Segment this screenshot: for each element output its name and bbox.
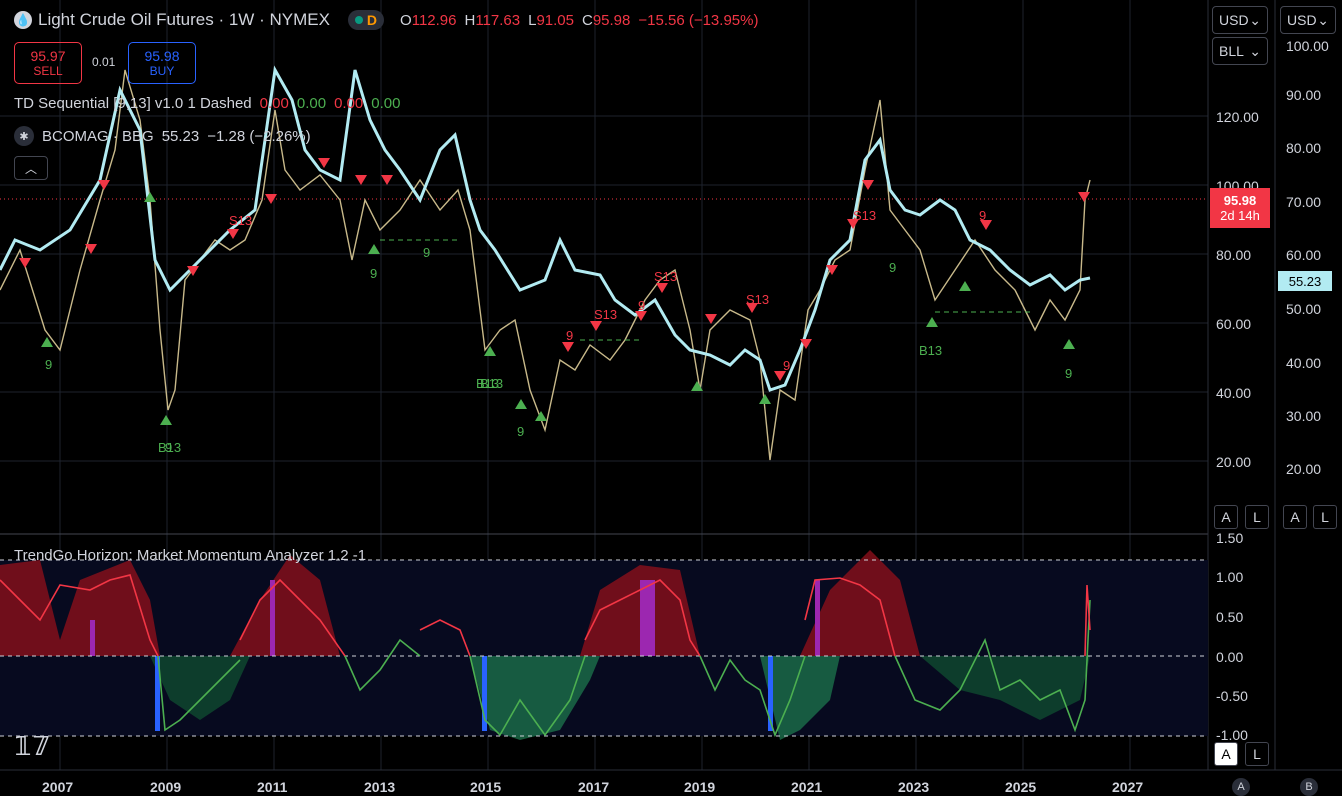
log-scale-right-button[interactable]: L [1313,505,1337,529]
td-label: 9 [979,208,987,223]
chevron-down-icon: ⌄ [1249,42,1261,59]
td-label: S13 [746,292,770,307]
td-label: B13 [476,376,500,391]
td-label: 9 [566,328,574,343]
td-label: 9 [783,358,791,373]
td-label: 9 [423,245,431,260]
td-label: 9 [45,357,53,372]
oscillator-title[interactable]: TrendGo Horizon: Market Momentum Analyze… [14,547,367,564]
footer-b-button[interactable]: B [1300,778,1318,796]
bcomag-overlay-line [0,65,1091,392]
symbol-title[interactable]: Light Crude Oil Futures · 1W · NYMEX [38,10,330,29]
delayed-badge: D [366,12,378,28]
ohlc-open: 112.96 [411,11,457,29]
td-label: 9 [165,440,173,455]
currency-select-right[interactable]: USD ⌄ [1280,6,1336,34]
overlay-price-label: 55.23 [1278,271,1332,291]
chevron-up-icon: ︿ [24,161,37,176]
td-label: 9 [638,298,646,313]
td-label: S13 [853,208,877,223]
unit-select[interactable]: BLL ⌄ [1212,37,1268,65]
ohlc-change: −15.56 (−13.95%) [638,11,759,29]
bcomag-legend[interactable]: ✱ BCOMAG · BBG 55.23 −1.28 (−2.26%) [14,126,311,146]
buy-label: BUY [149,64,175,78]
bcomag-change: −1.28 (−2.26%) [207,127,311,145]
bar-countdown: 2d 14h [1220,208,1260,223]
market-status[interactable]: D [347,10,385,30]
sell-label: SELL [33,64,63,78]
market-open-dot-icon [354,16,363,24]
wheat-icon: ✱ [14,126,34,146]
td-sequential-name: TD Sequential [9,13] v1.0 1 Dashed [14,95,252,112]
current-price-label: 95.98 2d 14h [1210,188,1270,228]
collapse-legend-button[interactable]: ︿ [14,156,48,180]
td-sequential-legend[interactable]: TD Sequential [9,13] v1.0 1 Dashed 0.00 … [14,95,401,112]
footer-a-button[interactable]: A [1232,778,1250,796]
buy-price: 95.98 [144,48,180,64]
currency-select-left[interactable]: USD ⌄ [1212,6,1268,34]
td-label: B13 [158,440,182,455]
auto-scale-button[interactable]: A [1214,505,1238,529]
chevron-down-icon: ⌄ [1249,11,1261,28]
osc-log-scale-button[interactable]: L [1245,742,1269,766]
buy-button[interactable]: 95.98 BUY [128,42,196,84]
td-label: 9 [517,424,525,439]
chevron-down-icon: ⌄ [1317,11,1329,28]
td-label: 9 [370,266,378,281]
td-label: 9 [1065,366,1073,381]
bcomag-value: 55.23 [161,127,200,145]
spread-value: 0.01 [92,55,116,69]
td-label: S13 [229,213,253,228]
symbol-header: 💧 Light Crude Oil Futures · 1W · NYMEX D… [14,9,758,31]
log-scale-button[interactable]: L [1245,505,1269,529]
oil-drop-icon: 💧 [14,11,32,29]
td-label: B13 [480,376,504,391]
td-label: B13 [919,343,943,358]
crude-price-line [0,69,1091,461]
ohlc-high: 117.63 [475,11,521,29]
td-label: S13 [654,269,678,284]
ohlc-low: 91.05 [536,11,574,29]
auto-scale-right-button[interactable]: A [1283,505,1307,529]
sell-price: 95.97 [30,48,66,64]
td-label: S13 [594,307,618,322]
sell-button[interactable]: 95.97 SELL [14,42,82,84]
td-label: 9 [889,260,897,275]
tradingview-logo[interactable]: 𝟙𝟟 [14,732,51,762]
bcomag-name: BCOMAG · BBG [42,127,154,145]
ohlc-readout: O112.96 H117.63 L91.05 C95.98 −15.56 (−1… [400,11,759,29]
ohlc-close: 95.98 [592,11,631,29]
osc-auto-scale-button[interactable]: A [1214,742,1238,766]
